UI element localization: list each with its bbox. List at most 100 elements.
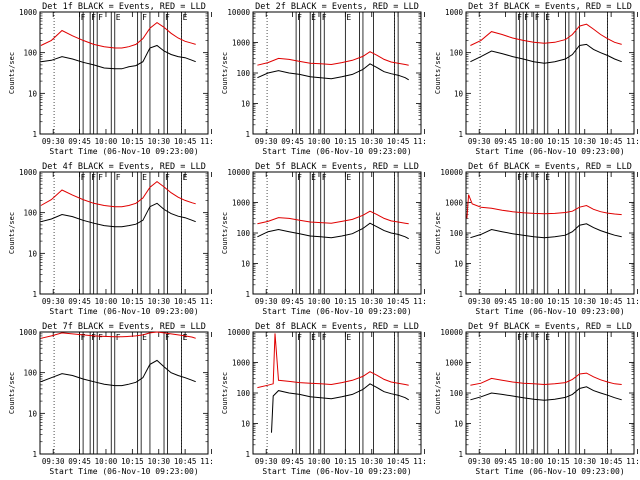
segment-marker: F [535,13,540,22]
x-tick-label: 09:45 [281,457,304,466]
x-tick-label: 11:00 [413,297,426,306]
x-tick-label: 09:45 [68,457,91,466]
lld-series-line [257,51,409,66]
x-tick-label: 09:45 [281,137,304,146]
y-tick-label: 10 [454,260,464,269]
x-tick-label: 09:45 [68,297,91,306]
segment-marker: F [98,333,103,342]
x-tick-label: 09:45 [494,457,517,466]
chart-title: Det 9f BLACK = Events, RED = LLD [468,322,632,332]
y-tick-label: 1000 [19,328,38,337]
x-axis-label: Start Time (06-Nov-10 09:23:00) [49,147,198,156]
lld-series-line [40,21,196,49]
x-axis-label: Start Time (06-Nov-10 09:23:00) [475,307,624,316]
x-tick-label: 10:15 [547,457,570,466]
x-tick-label: 11:00 [626,297,640,306]
segment-marker: E [346,333,351,342]
segment-marker: E [311,173,316,182]
y-tick-label: 1 [245,130,250,139]
plot-frame [39,331,209,455]
x-tick-label: 09:30 [468,457,491,466]
events-series-line [257,63,409,81]
segment-marker: F [297,333,302,342]
chart-title: Det 1f BLACK = Events, RED = LLD [42,2,206,12]
x-tick-label: 10:30 [147,137,170,146]
segment-marker: E [142,333,147,342]
chart-panel-8: Det 8f BLACK = Events, RED = LLD 1 10 100 10… [221,322,426,476]
x-tick-label: 09:45 [494,137,517,146]
x-tick-label: 09:30 [468,137,491,146]
segment-marker: F [183,333,188,342]
segment-marker: F [91,333,96,342]
x-tick-label: 10:15 [121,137,144,146]
lld-series-line [470,23,622,46]
y-axis-label: Counts/sec [434,212,442,254]
chart-title: Det 8f BLACK = Events, RED = LLD [255,322,419,332]
chart-panel-9: Det 9f BLACK = Events, RED = LLD 1 10 100 10… [434,322,640,476]
y-tick-label: 10 [454,420,464,429]
x-tick-label: 11:00 [413,137,426,146]
y-tick-label: 10 [241,100,251,109]
y-axis-label: Counts/sec [8,212,16,254]
x-tick-label: 10:45 [174,457,197,466]
x-tick-label: 10:30 [360,457,383,466]
x-tick-label: 10:30 [147,457,170,466]
y-tick-label: 10 [28,249,38,258]
x-tick-label: 10:15 [334,457,357,466]
y-tick-label: 10000 [227,328,250,337]
x-tick-label: 09:30 [42,137,65,146]
y-tick-label: 1 [458,290,463,299]
segment-marker: F [183,173,188,182]
lld-series-line [40,180,196,208]
segment-marker: F [165,333,170,342]
x-tick-label: 10:00 [521,457,544,466]
y-tick-label: 1000 [19,168,38,177]
segment-marker: F [81,13,86,22]
x-axis-label: Start Time (06-Nov-10 09:23:00) [262,307,411,316]
x-tick-label: 10:00 [308,297,331,306]
x-tick-label: 11:00 [200,457,213,466]
x-tick-label: 09:30 [255,297,278,306]
y-tick-label: 100 [23,209,37,218]
events-series-line [40,202,196,228]
x-tick-label: 10:00 [308,457,331,466]
segment-marker: E [545,333,550,342]
y-axis-label: Counts/sec [8,372,16,414]
segment-marker: E [183,333,188,342]
x-tick-label: 11:00 [200,137,213,146]
y-axis-label: Counts/sec [434,372,442,414]
segment-marker: F [91,173,96,182]
x-tick-label: 09:30 [255,137,278,146]
y-tick-label: 10 [241,420,251,429]
y-axis-label: Counts/sec [221,372,229,414]
plot-frame [39,11,209,135]
x-tick-label: 10:15 [121,457,144,466]
segment-marker: E [183,173,188,182]
x-tick-label: 09:30 [255,457,278,466]
y-tick-label: 1 [32,130,37,139]
y-tick-label: 100 [236,229,250,238]
segment-marker: F [322,173,327,182]
lld-series-line [257,210,409,225]
y-tick-label: 10 [28,409,38,418]
segment-marker: F [297,173,302,182]
y-tick-label: 100 [449,49,463,58]
x-tick-label: 10:45 [387,457,410,466]
lld-series-line [257,333,409,389]
segment-marker: F [524,333,529,342]
segment-marker: F [81,173,86,182]
x-axis-label: Start Time (06-Nov-10 09:23:00) [475,467,624,476]
plot-frame [252,11,422,135]
y-tick-label: 1 [245,450,250,459]
x-tick-label: 09:45 [494,297,517,306]
segment-marker: F [165,173,170,182]
y-tick-label: 10000 [227,8,250,17]
segment-marker: F [517,173,522,182]
x-tick-label: 11:00 [200,297,213,306]
chart-title: Det 6f BLACK = Events, RED = LLD [468,162,632,172]
segment-marker: F [517,13,522,22]
x-tick-label: 10:30 [360,137,383,146]
segment-marker: E [311,333,316,342]
segment-marker: E [346,13,351,22]
lld-series-line [466,194,622,219]
